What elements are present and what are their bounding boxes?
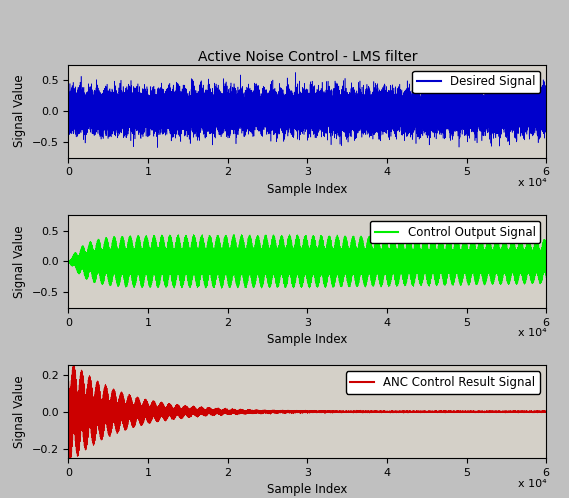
Legend: Desired Signal: Desired Signal [413,71,541,93]
X-axis label: Sample Index: Sample Index [267,484,348,497]
X-axis label: Sample Index: Sample Index [267,183,348,196]
Legend: ANC Control Result Signal: ANC Control Result Signal [346,372,541,394]
Legend: Control Output Signal: Control Output Signal [370,221,541,244]
Text: x 10⁴: x 10⁴ [518,328,546,338]
Y-axis label: Signal Value: Signal Value [13,225,26,298]
Text: x 10⁴: x 10⁴ [518,178,546,188]
Y-axis label: Signal Value: Signal Value [13,75,26,147]
Title: Active Noise Control - LMS filter: Active Noise Control - LMS filter [197,50,417,64]
Text: x 10⁴: x 10⁴ [518,479,546,489]
Y-axis label: Signal Value: Signal Value [13,375,26,448]
X-axis label: Sample Index: Sample Index [267,333,348,346]
